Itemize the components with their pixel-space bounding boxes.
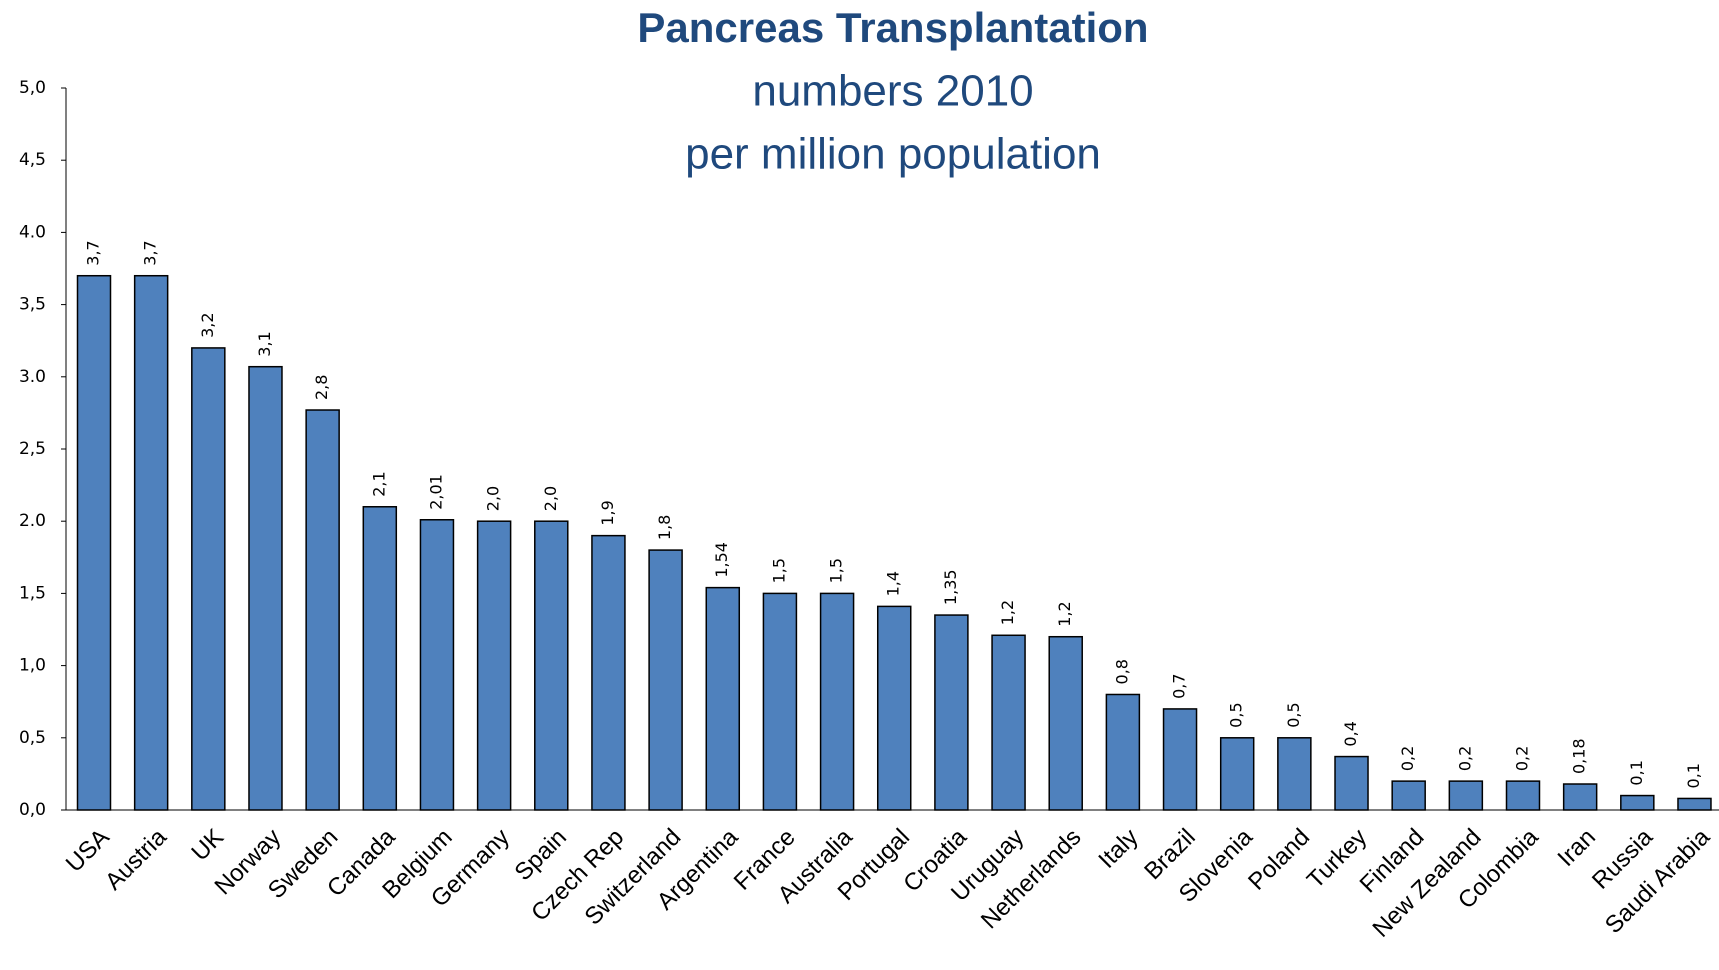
bar <box>305 409 340 811</box>
value-label: 0,4 <box>1341 721 1360 746</box>
y-tick-label: 3.0 <box>19 367 46 387</box>
y-tick-label: 1,5 <box>19 583 46 603</box>
y-tick-label: 3,5 <box>19 295 46 315</box>
bar <box>1162 708 1198 811</box>
y-tick-label: 1,0 <box>19 656 46 676</box>
value-label: 1,8 <box>655 515 674 540</box>
bar <box>1505 780 1541 811</box>
bar <box>362 506 398 811</box>
bar <box>648 549 683 811</box>
bar <box>191 347 226 811</box>
bar <box>534 520 569 811</box>
value-label: 0,1 <box>1684 763 1703 788</box>
x-tick-label: Poland <box>1243 824 1315 896</box>
value-label: 0,18 <box>1570 738 1589 774</box>
bar <box>1391 780 1426 811</box>
value-label: 1,2 <box>1055 601 1074 626</box>
value-label: 0,8 <box>1112 659 1131 684</box>
value-label: 0,2 <box>1398 746 1417 771</box>
y-tick-label: 0,5 <box>19 728 46 748</box>
value-label: 2,1 <box>369 471 388 496</box>
value-label: 1,54 <box>712 542 731 578</box>
bar <box>476 520 512 811</box>
bar <box>1562 783 1598 811</box>
x-tick-label: Iran <box>1553 824 1601 872</box>
value-label: 1,5 <box>769 558 788 583</box>
y-tick-label: 2,5 <box>19 439 46 459</box>
bar <box>819 592 855 811</box>
chart-title: Pancreas Transplantation <box>637 4 1148 51</box>
bar <box>1219 737 1255 811</box>
bar <box>1105 693 1141 811</box>
value-label: 3,7 <box>84 240 103 265</box>
bar <box>1334 755 1369 811</box>
x-tick-label: UK <box>186 824 229 867</box>
bar <box>1620 794 1655 811</box>
value-label: 1,2 <box>998 600 1017 625</box>
value-label: 1,9 <box>598 500 617 525</box>
value-label: 1,35 <box>941 569 960 605</box>
bar <box>762 592 798 811</box>
value-label: 2,8 <box>312 375 331 400</box>
bar <box>705 586 741 811</box>
y-tick-label: 0,0 <box>19 800 46 820</box>
x-tick-label: Italy <box>1093 824 1143 874</box>
bar <box>1277 737 1312 811</box>
value-label: 0,7 <box>1170 673 1189 698</box>
bar <box>876 605 912 811</box>
value-label: 0,5 <box>1284 702 1303 727</box>
value-label: 1,4 <box>884 571 903 596</box>
bar <box>1677 797 1712 811</box>
value-label: 0,2 <box>1513 746 1532 771</box>
value-label: 2,0 <box>484 486 503 511</box>
chart-subtitle: numbers 2010 <box>752 67 1033 116</box>
bar <box>934 614 969 811</box>
value-label: 2,0 <box>541 486 560 511</box>
bar <box>133 274 169 811</box>
value-label: 0,1 <box>1627 760 1646 785</box>
y-tick-label: 4.0 <box>19 222 46 242</box>
bar <box>991 634 1026 811</box>
bar <box>1048 635 1083 811</box>
bar <box>248 365 283 811</box>
value-label: 3,7 <box>141 240 160 265</box>
bar <box>1448 780 1484 811</box>
value-label: 2,01 <box>426 474 445 510</box>
y-tick-label: 2.0 <box>19 511 46 531</box>
bar <box>419 519 455 811</box>
bar <box>76 274 112 811</box>
y-tick-label: 4,5 <box>19 150 46 170</box>
value-label: 0,5 <box>1227 702 1246 727</box>
x-tick-label: Austria <box>100 823 172 895</box>
value-label: 0,2 <box>1455 746 1474 771</box>
bar <box>591 534 626 811</box>
chart-subtitle: per million population <box>685 130 1101 179</box>
y-tick-label: 5,0 <box>19 78 46 98</box>
value-label: 1,5 <box>827 558 846 583</box>
value-label: 3,2 <box>198 312 217 337</box>
value-label: 3,1 <box>255 331 274 356</box>
